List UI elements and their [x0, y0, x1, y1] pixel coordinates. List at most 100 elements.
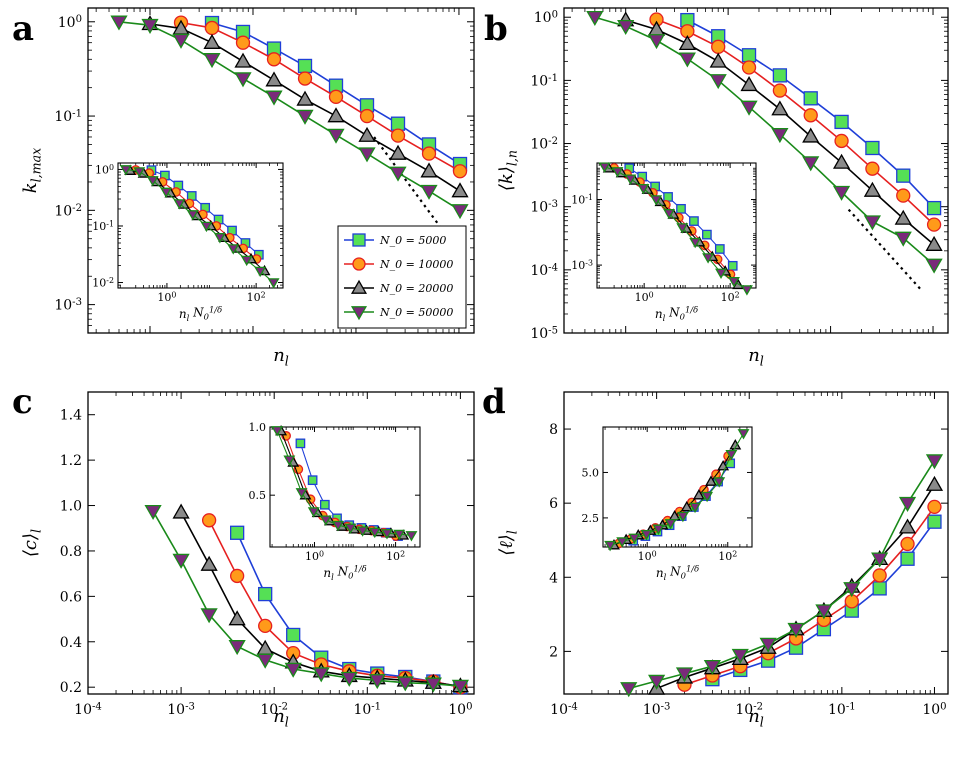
x-tick-label: 10-1 [828, 701, 856, 718]
tick-exponent: -3 [185, 701, 195, 712]
data-point [297, 71, 313, 86]
tick-exponent: 2 [732, 549, 737, 558]
data-point [424, 677, 442, 693]
tick-base: 10 [643, 702, 661, 718]
data-point [172, 33, 190, 49]
tick-base: 10 [721, 291, 735, 304]
label-part: l [331, 572, 334, 582]
y-tick-label: 1.2 [60, 453, 82, 469]
data-point [271, 426, 284, 437]
label-part: l [760, 353, 764, 368]
tick-exponent: -1 [585, 193, 593, 202]
series-050000 [271, 426, 418, 542]
data-point [727, 260, 738, 271]
data-point [611, 167, 624, 178]
panel-c: c10-4 10-3 10-2 10-1 1000.20.40.60.81.01.21.… [12, 382, 475, 729]
data-point [381, 529, 393, 540]
data-point [803, 108, 818, 123]
x-tick-label: 102 [721, 290, 740, 304]
panel-letter: a [12, 9, 34, 49]
tick-exponent: -2 [72, 203, 82, 214]
data-point [713, 477, 726, 488]
y-tick-label: 10-1 [54, 109, 82, 126]
y-tick-label: 5.0 [582, 466, 600, 479]
label-part: n [655, 307, 663, 321]
tick-base: 10 [735, 702, 753, 718]
data-point [640, 530, 653, 541]
inset-frame [602, 426, 753, 548]
data-point [604, 540, 617, 552]
data-point [872, 568, 887, 583]
data-point [296, 90, 314, 106]
data-point [200, 555, 218, 571]
x-tick-label: 100 [157, 290, 176, 304]
data-point [389, 166, 407, 182]
data-point [701, 491, 714, 503]
data-point [678, 34, 696, 51]
data-point [358, 126, 376, 142]
data-point [863, 215, 881, 231]
tick-base: 10 [386, 550, 400, 563]
data-point [759, 637, 777, 653]
data-point [678, 52, 696, 68]
data-point [925, 258, 943, 274]
data-point [451, 204, 469, 220]
data-point [359, 108, 375, 124]
label-part: l,max [28, 148, 43, 183]
data-point [772, 68, 788, 83]
data-point [871, 552, 889, 568]
label-part: 1/δ [353, 564, 366, 574]
data-point [896, 168, 911, 183]
tick-base: 10 [92, 220, 106, 233]
x-tick-label: 10-2 [735, 701, 763, 718]
data-point [714, 244, 725, 254]
reference-slope-line [373, 136, 447, 236]
series-050000 [144, 504, 469, 695]
label-part: 0 [681, 571, 687, 581]
label-part: l [187, 313, 190, 323]
tick-base: 10 [54, 298, 72, 314]
y-tick-label: 10-3 [530, 199, 558, 216]
axes-frame [563, 391, 949, 695]
data-point [832, 153, 851, 169]
data-point [227, 244, 240, 255]
label-part: N [666, 565, 681, 579]
tick-base: 10 [54, 109, 72, 125]
data-point [616, 537, 629, 548]
label-part: 1/δ [209, 305, 222, 315]
label-part: ⟨ℓ⟩ [496, 534, 517, 556]
data-point [389, 144, 407, 160]
data-point [234, 72, 252, 88]
x-tick-label: 102 [386, 549, 405, 563]
x-tick-label: 10-4 [74, 701, 102, 718]
x-tick-label: 100 [638, 549, 657, 563]
data-point [186, 210, 199, 221]
tick-base: 10 [95, 163, 109, 176]
data-point [705, 475, 717, 486]
x-tick-label: 10-4 [550, 701, 578, 718]
y-tick-label: 10-1 [530, 73, 558, 90]
label-part: N [334, 565, 349, 579]
tick-exponent: -3 [585, 259, 593, 268]
data-point [327, 107, 345, 123]
data-point [327, 128, 345, 144]
x-tick-label: 10-2 [260, 701, 288, 718]
data-point [368, 527, 381, 539]
data-point [834, 114, 849, 130]
y-tick-label: 1.0 [249, 421, 267, 434]
label-part: n [273, 706, 285, 727]
tick-exponent: -2 [753, 701, 763, 712]
tick-base: 10 [718, 550, 732, 563]
data-point [898, 496, 917, 512]
tick-base: 10 [448, 702, 466, 718]
data-point [787, 622, 805, 638]
tick-exponent: 0 [652, 549, 657, 558]
data-point [451, 182, 469, 198]
legend-label: N_0 = 50000 [379, 306, 453, 319]
data-point [390, 116, 406, 131]
data-point [692, 489, 705, 500]
tick-exponent: 2 [400, 549, 405, 558]
